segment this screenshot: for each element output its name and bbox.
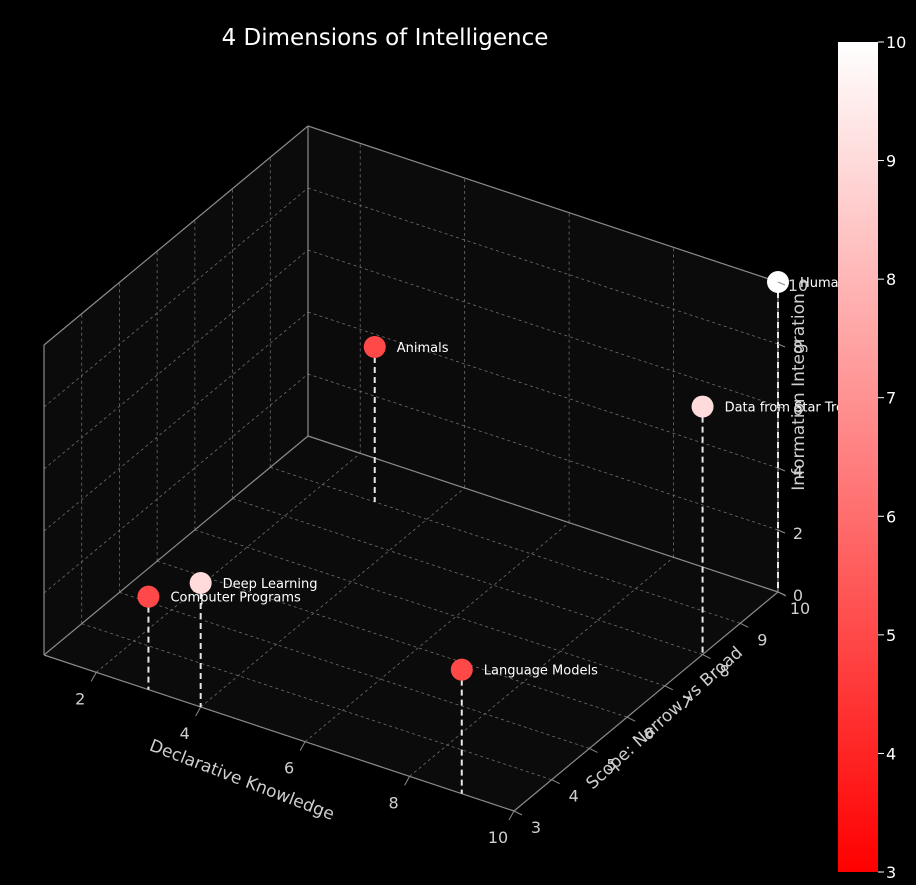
colorbar-tick-label: 5 xyxy=(886,626,896,645)
x-tick-mark xyxy=(299,741,306,751)
colorbar-tick-label: 8 xyxy=(886,270,896,289)
y-tick-label: 5 xyxy=(606,755,616,774)
z-tick-label: 4 xyxy=(793,462,803,481)
x-axis-label: Declarative Knowledge xyxy=(147,736,337,825)
data-point-label: Language Models xyxy=(484,664,598,679)
pane-edge xyxy=(43,125,309,346)
chart-title: 4 Dimensions of Intelligence xyxy=(222,25,549,51)
grid-line xyxy=(81,623,552,781)
grid-line xyxy=(307,373,779,531)
grid-line xyxy=(232,498,703,655)
grid-line xyxy=(119,592,590,749)
y-tick-label: 7 xyxy=(682,693,692,712)
y-tick-mark xyxy=(513,810,523,816)
z-tick-labels: 0 2 4 6 8 10 xyxy=(777,276,808,605)
grid-line xyxy=(194,529,665,687)
x-tick-labels: 2 4 6 8 10 xyxy=(75,672,515,847)
data-point-label: Computer Programs xyxy=(170,591,301,606)
pane-edge xyxy=(43,435,309,656)
y-tick-labels: 3 4 5 6 7 8 9 10 xyxy=(513,591,810,837)
axis-panes xyxy=(44,126,778,811)
x-tick-mark xyxy=(195,706,202,717)
grid-lines xyxy=(43,125,779,812)
back-pane xyxy=(308,126,778,592)
x-tick-label: 6 xyxy=(284,759,294,778)
colorbar-tick-labels: 3 4 5 6 7 8 9 10 xyxy=(878,33,906,882)
grid-line xyxy=(307,249,779,407)
z-tick-mark xyxy=(777,405,786,410)
y-tick-label: 3 xyxy=(531,818,541,837)
pane-edge xyxy=(307,435,779,593)
y-tick-label: 10 xyxy=(790,599,810,618)
z-tick-mark xyxy=(777,281,786,286)
x-tick-mark xyxy=(508,810,515,821)
y-tick-mark xyxy=(551,779,560,785)
data-point-label: Data from Star Trek xyxy=(725,401,852,416)
pane-edge xyxy=(513,591,779,812)
data-point xyxy=(189,572,212,594)
pane-edge xyxy=(307,125,779,283)
grid-line xyxy=(270,466,741,624)
x-tick-mark xyxy=(90,672,97,682)
grid-line xyxy=(157,560,628,718)
y-tick-mark xyxy=(740,622,749,628)
z-tick-mark xyxy=(777,343,786,348)
floor-pane xyxy=(44,436,778,811)
x-tick-mark xyxy=(404,776,410,786)
z-tick-label: 10 xyxy=(788,276,808,295)
x-tick-label: 2 xyxy=(75,689,85,708)
grid-line xyxy=(307,311,779,469)
z-tick-label: 8 xyxy=(793,338,803,357)
y-tick-mark xyxy=(589,747,598,753)
pane-edge xyxy=(43,654,515,812)
z-tick-mark xyxy=(777,591,786,596)
data-point xyxy=(137,585,160,608)
left-pane xyxy=(44,126,308,655)
colorbar-tick-label: 10 xyxy=(886,33,906,52)
data-point xyxy=(450,658,473,681)
drop-lines xyxy=(147,282,779,794)
colorbar-tick-label: 6 xyxy=(886,507,896,526)
colorbar xyxy=(838,42,878,872)
data-point xyxy=(691,395,714,418)
y-tick-label: 4 xyxy=(569,787,579,806)
colorbar-tick-label: 4 xyxy=(886,744,896,763)
z-tick-mark xyxy=(777,529,786,534)
z-tick-label: 0 xyxy=(793,586,803,605)
z-axis-label: Information Integration xyxy=(789,293,809,490)
y-tick-label: 6 xyxy=(644,724,654,743)
x-tick-label: 10 xyxy=(488,828,508,847)
data-point-label: Deep Learning xyxy=(223,577,318,592)
colorbar-tick-label: 3 xyxy=(886,863,896,882)
data-point xyxy=(363,335,386,358)
z-tick-label: 2 xyxy=(793,524,803,543)
grid-line xyxy=(307,187,779,345)
x-tick-label: 8 xyxy=(388,793,398,812)
y-tick-mark xyxy=(664,685,674,691)
y-tick-label: 9 xyxy=(757,630,767,649)
y-tick-mark xyxy=(702,654,711,660)
data-point-label: Animals xyxy=(397,341,449,356)
colorbar-tick-label: 9 xyxy=(886,152,896,171)
z-tick-label: 6 xyxy=(793,400,803,419)
x-tick-label: 4 xyxy=(180,724,190,743)
y-tick-mark xyxy=(626,716,636,722)
z-tick-mark xyxy=(777,467,786,472)
y-tick-label: 8 xyxy=(719,662,729,681)
colorbar-tick-label: 7 xyxy=(886,389,896,408)
